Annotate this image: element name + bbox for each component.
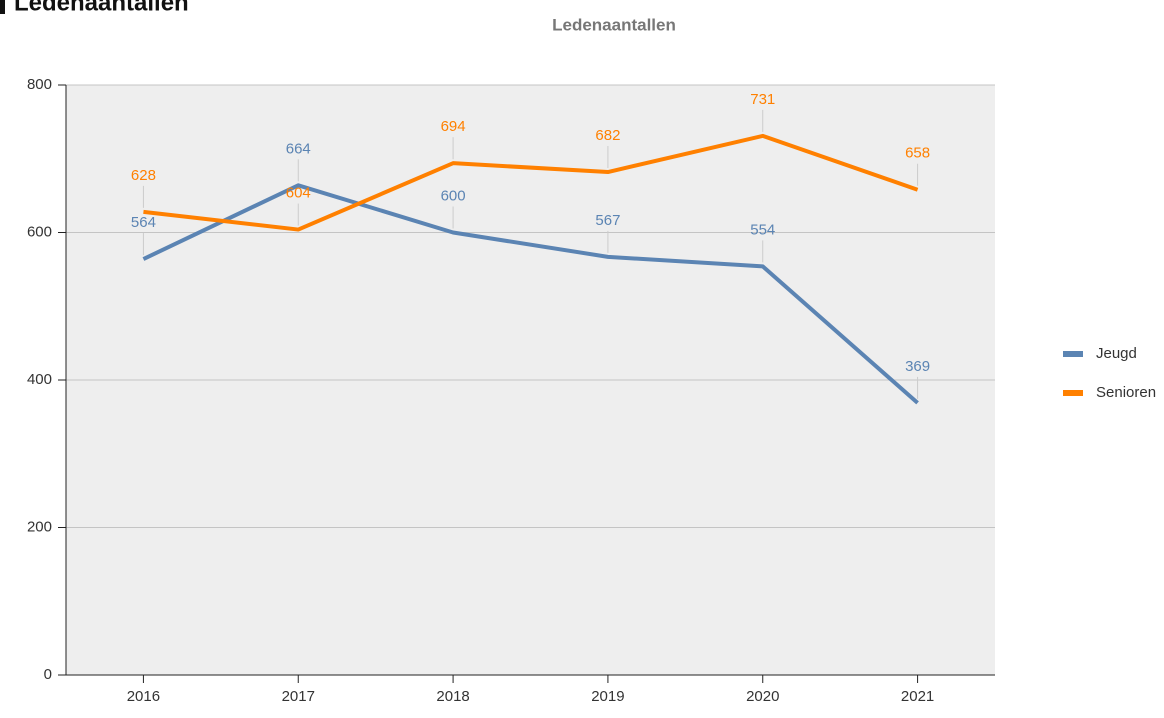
y-tick-label: 400 (27, 371, 52, 388)
y-tick-label: 0 (44, 666, 52, 683)
y-tick-label: 200 (27, 518, 52, 535)
series-line (142, 183, 919, 405)
chart-title: Ledenaantallen (552, 15, 676, 34)
x-tick-label: 2019 (591, 688, 624, 705)
data-label: 664 (286, 140, 311, 157)
data-label: 554 (750, 221, 775, 238)
data-label: 682 (595, 127, 620, 144)
legend-swatch (1063, 351, 1083, 357)
x-tick-label: 2021 (901, 688, 934, 705)
x-tick-label: 2020 (746, 688, 779, 705)
legend-swatch (1063, 390, 1083, 396)
x-tick-label: 2016 (127, 688, 160, 705)
series-line (143, 133, 919, 232)
heading-glyph (0, 0, 5, 14)
data-label: 369 (905, 358, 930, 375)
data-label: 731 (750, 91, 775, 108)
data-label: 564 (131, 214, 156, 231)
y-tick-label: 600 (27, 223, 52, 240)
x-tick-label: 2018 (436, 688, 469, 705)
data-label: 628 (131, 167, 156, 184)
y-tick-label: 800 (27, 76, 52, 93)
x-tick-label: 2017 (282, 688, 315, 705)
data-label: 604 (286, 185, 311, 202)
data-label: 694 (441, 118, 466, 135)
page-heading: Ledenaantallen (14, 0, 189, 16)
data-label: 567 (595, 212, 620, 229)
legend-label: Jeugd (1096, 345, 1137, 362)
data-label: 658 (905, 145, 930, 162)
data-label: 600 (441, 187, 466, 204)
legend-label: Senioren (1096, 384, 1156, 401)
